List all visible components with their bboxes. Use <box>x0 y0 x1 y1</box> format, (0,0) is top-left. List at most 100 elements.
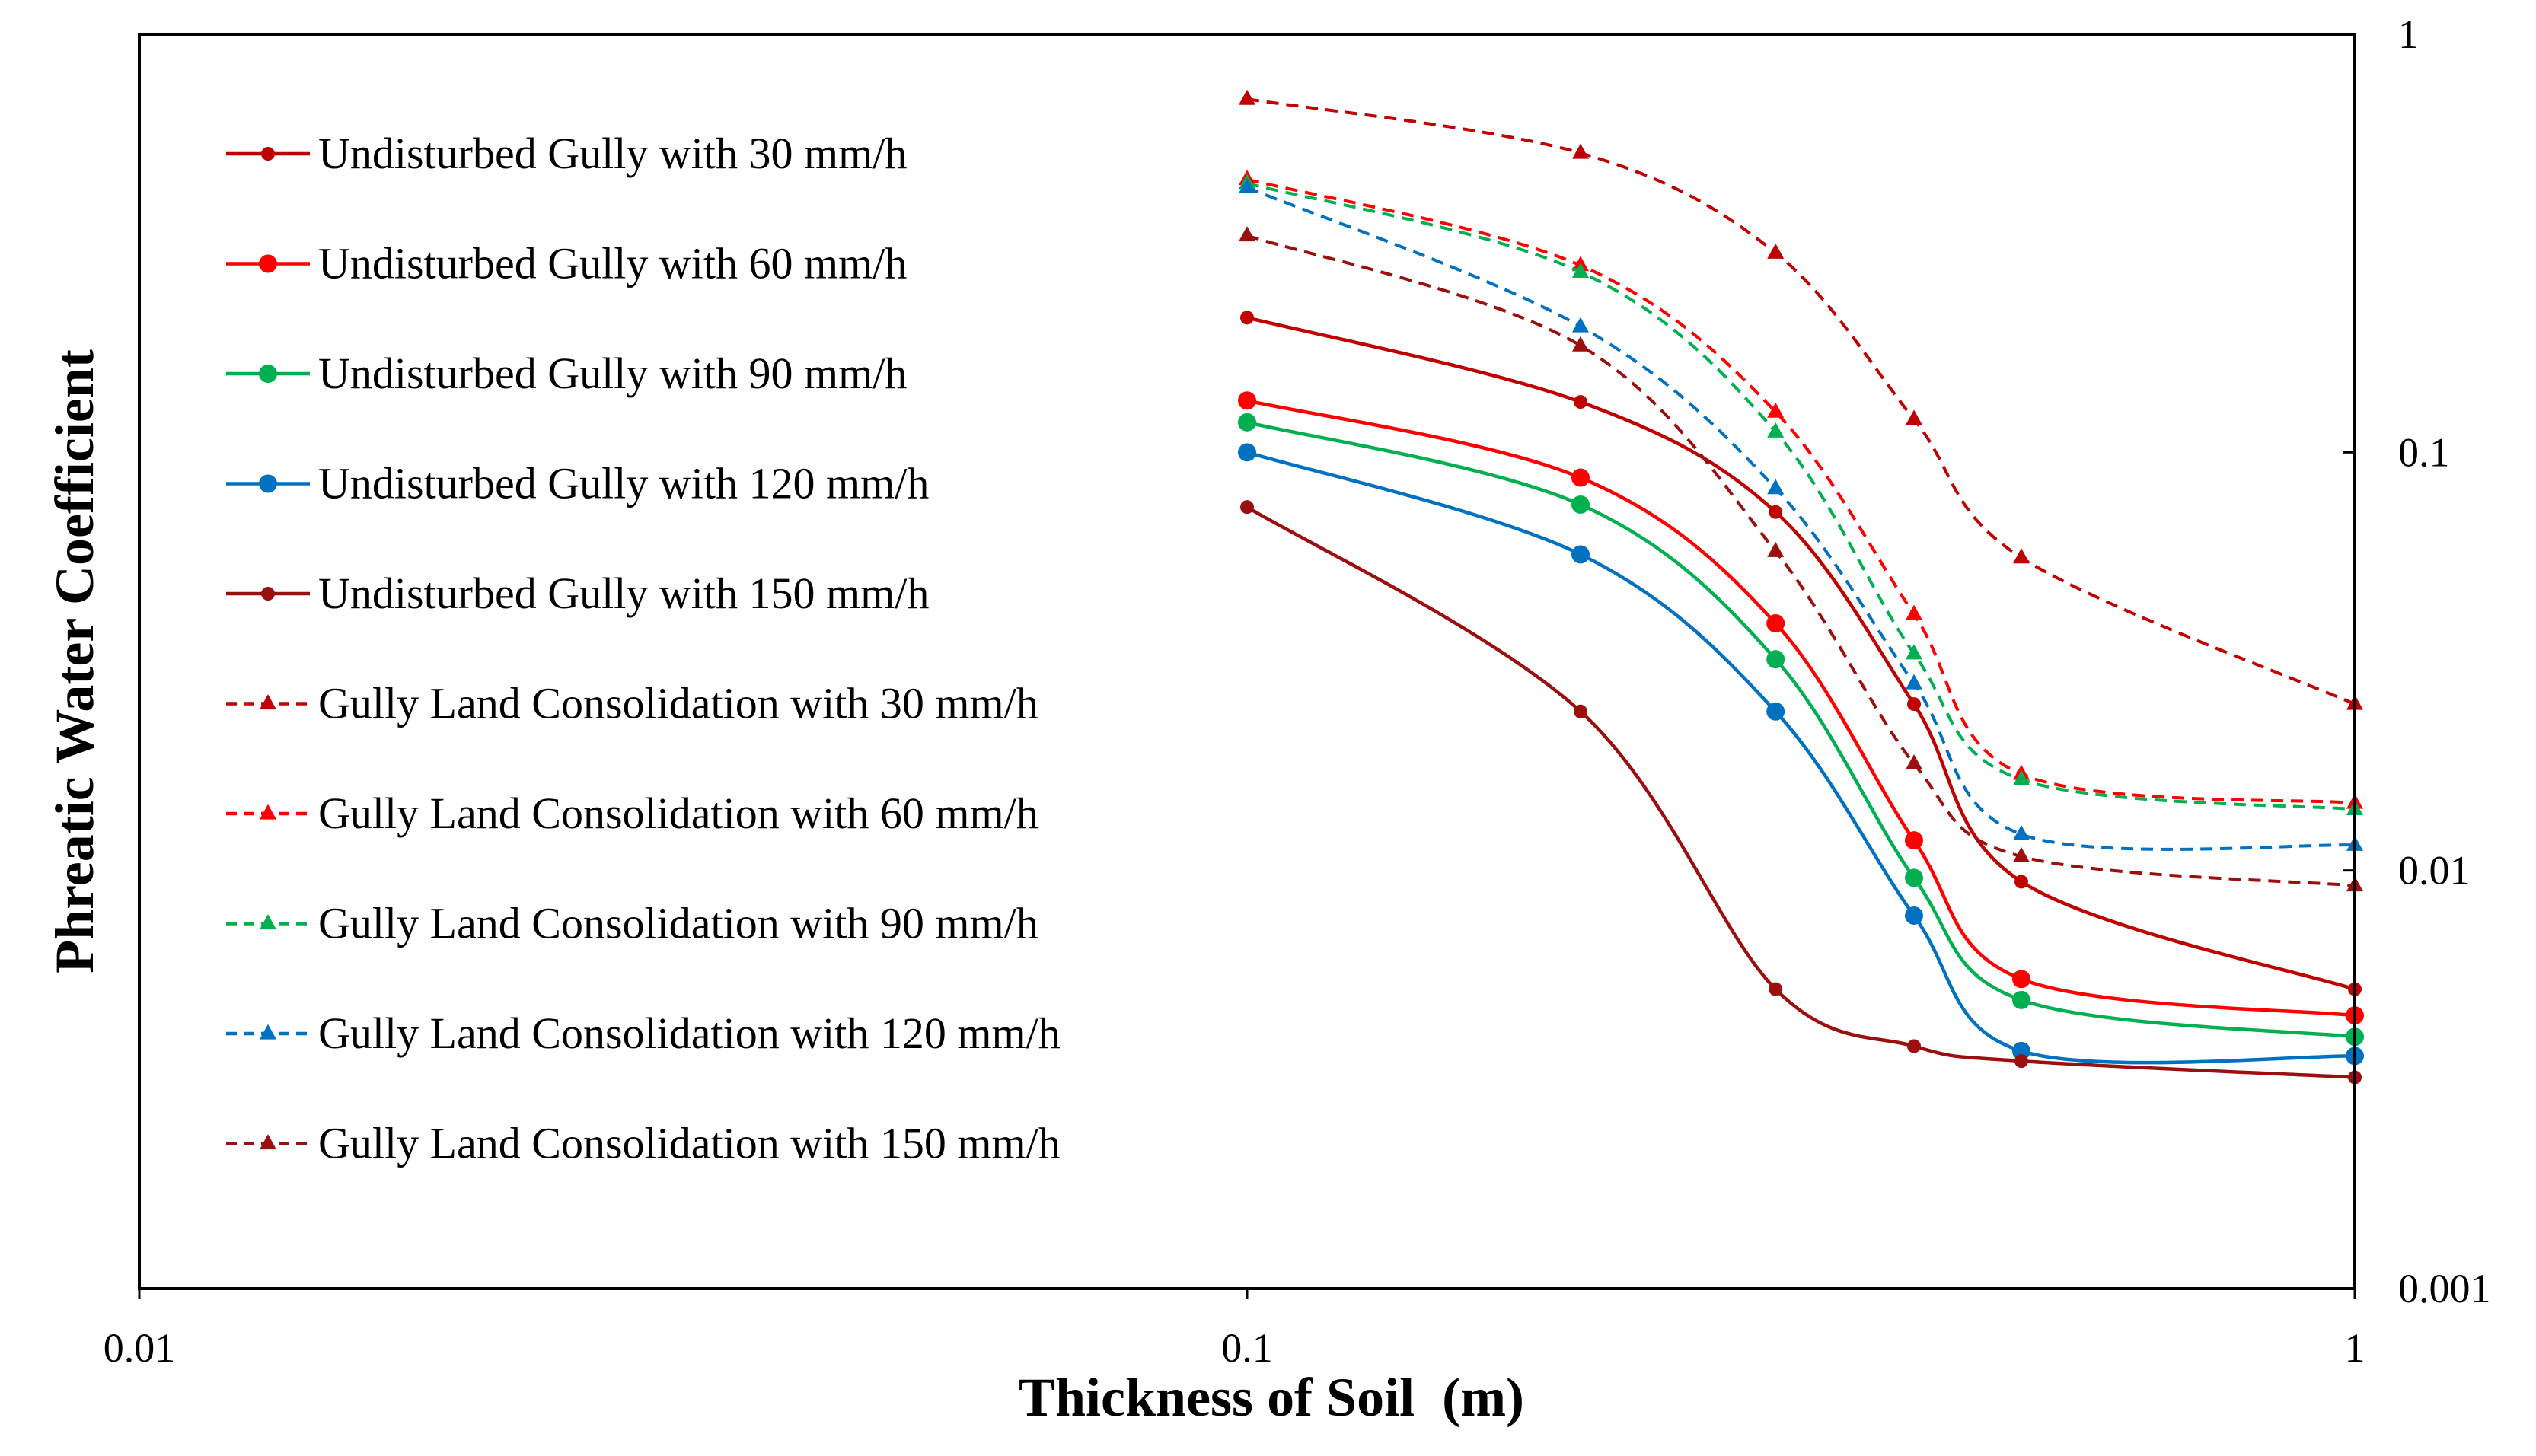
legend-label: Gully Land Consolidation with 90 mm/h <box>318 899 1038 948</box>
data-point <box>1767 402 1785 418</box>
legend: Undisturbed Gully with 30 mm/h Undisturbe… <box>226 129 1061 1168</box>
series-line <box>1246 316 2356 991</box>
data-point <box>2014 875 2029 889</box>
y-tick-label: 0.1 <box>2398 429 2450 475</box>
legend-item: Undisturbed Gully with 150 mm/h <box>226 569 929 618</box>
series-line <box>1246 399 2356 1018</box>
series-line <box>1246 177 2356 804</box>
data-point <box>1239 89 1255 105</box>
legend-label: Undisturbed Gully with 150 mm/h <box>318 569 929 618</box>
data-point <box>1240 500 1254 515</box>
data-point <box>1571 468 1590 487</box>
series-6 <box>1239 89 2363 710</box>
legend-label: Gully Land Consolidation with 150 mm/h <box>318 1119 1061 1168</box>
data-point <box>1571 495 1590 514</box>
data-point <box>2013 769 2030 785</box>
data-point <box>1573 704 1587 718</box>
data-point <box>1906 1039 1921 1053</box>
legend-swatch-marker <box>259 365 277 383</box>
legend-label: Gully Land Consolidation with 60 mm/h <box>318 789 1038 838</box>
legend-item: Undisturbed Gully with 60 mm/h <box>226 239 907 288</box>
data-point <box>2012 970 2031 989</box>
data-point <box>2013 824 2030 840</box>
data-point <box>1571 143 1589 159</box>
legend-item: Gully Land Consolidation with 30 mm/h <box>226 679 1038 728</box>
legend-swatch-marker <box>260 1024 276 1040</box>
data-point <box>1905 409 1922 425</box>
x-tick-label: 0.01 <box>104 1325 176 1371</box>
data-point <box>1905 754 1922 770</box>
data-point <box>1769 505 1783 519</box>
x-tick-label: 0.1 <box>1221 1325 1273 1371</box>
data-point <box>1239 226 1255 242</box>
legend-swatch-marker <box>260 1134 276 1150</box>
series-3 <box>1238 413 2364 1047</box>
legend-item: Undisturbed Gully with 90 mm/h <box>226 349 907 398</box>
data-point <box>1571 336 1589 352</box>
data-point <box>1904 868 1923 887</box>
legend-label: Gully Land Consolidation with 30 mm/h <box>318 679 1038 728</box>
data-point <box>1905 674 1922 690</box>
series-4 <box>1238 443 2364 1066</box>
data-point <box>1767 243 1785 259</box>
data-point <box>1766 613 1785 632</box>
legend-item: Gully Land Consolidation with 150 mm/h <box>226 1119 1061 1168</box>
legend-label: Undisturbed Gully with 90 mm/h <box>318 349 907 398</box>
series-line <box>1246 420 2356 1039</box>
data-point <box>1239 177 1255 193</box>
data-point <box>1240 311 1254 325</box>
series-1 <box>1240 311 2362 996</box>
legend-swatch-marker <box>259 254 277 273</box>
y-tick-label: 1 <box>2398 11 2419 57</box>
series-line <box>1246 505 2356 1079</box>
data-point <box>1769 982 1783 996</box>
legend-label: Undisturbed Gully with 30 mm/h <box>318 129 907 178</box>
legend-item: Gully Land Consolidation with 60 mm/h <box>226 789 1038 838</box>
legend-swatch-marker <box>260 914 276 930</box>
data-point <box>1571 545 1590 564</box>
data-point <box>1904 831 1923 850</box>
data-point <box>2012 1041 2031 1060</box>
series-line <box>1246 234 2356 887</box>
series-layer <box>1238 89 2364 1085</box>
x-axis-title: Thickness of Soil (m) <box>1019 1367 1524 1428</box>
series-5 <box>1240 500 2362 1085</box>
data-point <box>2013 846 2030 862</box>
legend-label: Gully Land Consolidation with 120 mm/h <box>318 1008 1061 1058</box>
legend-swatch-marker <box>259 474 277 493</box>
legend-swatch-marker <box>261 147 275 161</box>
legend-item: Gully Land Consolidation with 120 mm/h <box>226 1008 1061 1058</box>
legend-item: Undisturbed Gully with 30 mm/h <box>226 129 907 178</box>
y-tick-label: 0.001 <box>2398 1266 2491 1311</box>
data-point <box>1905 604 1922 620</box>
y-axis-title: Phreatic Water Coefficient <box>44 349 105 973</box>
y-tick-label: 0.01 <box>2398 848 2471 894</box>
legend-label: Undisturbed Gully with 120 mm/h <box>318 459 929 508</box>
data-point <box>1238 391 1256 410</box>
data-point <box>2012 990 2031 1009</box>
data-point <box>2014 1054 2029 1069</box>
data-point <box>1766 650 1785 669</box>
legend-item: Gully Land Consolidation with 90 mm/h <box>226 899 1038 948</box>
data-point <box>1767 479 1785 495</box>
data-point <box>2013 548 2030 564</box>
data-point <box>1571 262 1589 278</box>
x-tick-label: 1 <box>2345 1325 2365 1371</box>
data-point <box>1766 702 1785 721</box>
data-point <box>1905 644 1922 660</box>
series-2 <box>1238 391 2364 1025</box>
series-line <box>1246 97 2356 706</box>
series-line <box>1246 451 2356 1065</box>
legend-item: Undisturbed Gully with 120 mm/h <box>226 459 929 508</box>
data-point <box>1767 541 1785 557</box>
data-point <box>1767 422 1785 438</box>
legend-swatch-marker <box>260 804 276 820</box>
data-point <box>1904 906 1923 925</box>
legend-swatch-marker <box>261 587 275 601</box>
series-9 <box>1239 177 2363 851</box>
series-line <box>1246 186 2356 851</box>
legend-swatch-marker <box>260 694 276 710</box>
data-point <box>1238 443 1256 462</box>
